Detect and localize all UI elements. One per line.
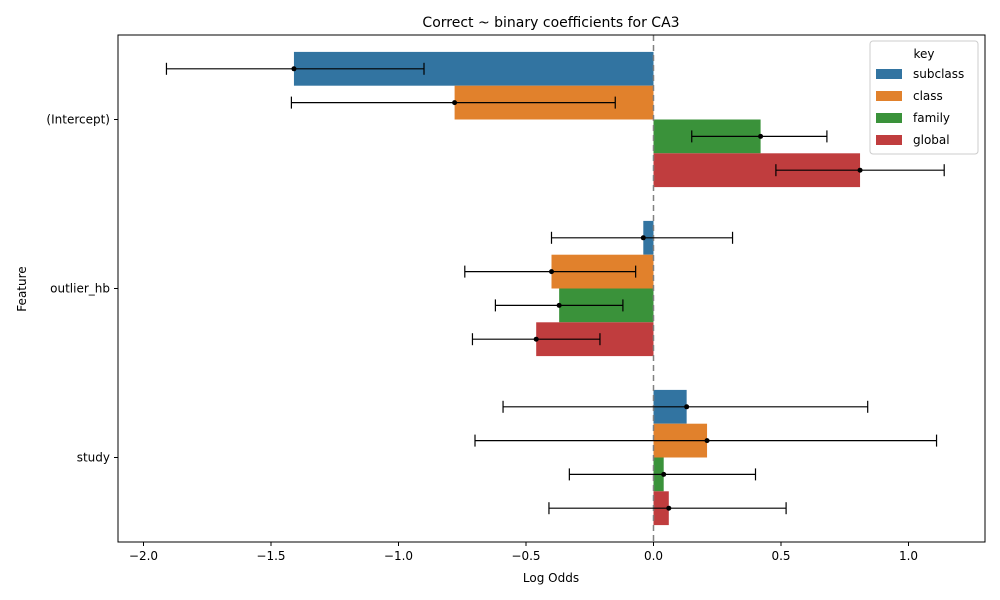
x-tick-label-2: −1.0 bbox=[384, 549, 413, 563]
x-tick-label-1: −1.5 bbox=[256, 549, 285, 563]
point-class-1 bbox=[549, 269, 554, 275]
x-tick-label-4: 0.0 bbox=[644, 549, 663, 563]
point-class-2 bbox=[704, 438, 710, 444]
legend-label-subclass: subclass bbox=[913, 67, 964, 81]
legend-title: key bbox=[913, 47, 934, 61]
x-axis-title: Log Odds bbox=[523, 571, 579, 585]
point-subclass-2 bbox=[684, 404, 690, 410]
x-axis: −2.0 −1.5 −1.0 −0.5 0.0 0.5 1.0 bbox=[129, 542, 918, 563]
point-global-2 bbox=[666, 505, 672, 511]
bars-layer bbox=[293, 51, 861, 526]
point-family-1 bbox=[556, 302, 562, 308]
point-class-0 bbox=[452, 100, 458, 106]
legend-swatch-global bbox=[876, 135, 902, 145]
legend-swatch-family bbox=[876, 113, 902, 123]
x-tick-label-5: 0.5 bbox=[771, 549, 790, 563]
chart-title: Correct ~ binary coefficients for CA3 bbox=[422, 15, 679, 31]
y-tick-label-1: outlier_hb bbox=[50, 282, 110, 296]
x-tick-label-3: −0.5 bbox=[511, 549, 540, 563]
legend-label-family: family bbox=[913, 111, 950, 125]
legend-label-class: class bbox=[913, 89, 943, 103]
legend-swatch-subclass bbox=[876, 69, 902, 79]
point-subclass-0 bbox=[291, 66, 297, 72]
point-subclass-1 bbox=[640, 235, 646, 241]
point-global-1 bbox=[533, 336, 539, 342]
y-tick-label-2: study bbox=[77, 451, 110, 465]
legend: key subclass class family global bbox=[869, 40, 979, 155]
y-axis-title: Feature bbox=[15, 266, 29, 311]
legend-swatch-class bbox=[876, 91, 902, 101]
x-tick-label-0: −2.0 bbox=[129, 549, 158, 563]
x-tick-label-6: 1.0 bbox=[899, 549, 918, 563]
point-family-2 bbox=[661, 471, 667, 477]
point-global-0 bbox=[857, 167, 863, 173]
legend-label-global: global bbox=[913, 133, 950, 147]
y-tick-label-0: (Intercept) bbox=[46, 113, 110, 127]
error-bars-layer bbox=[165, 62, 945, 515]
point-family-0 bbox=[758, 133, 764, 139]
